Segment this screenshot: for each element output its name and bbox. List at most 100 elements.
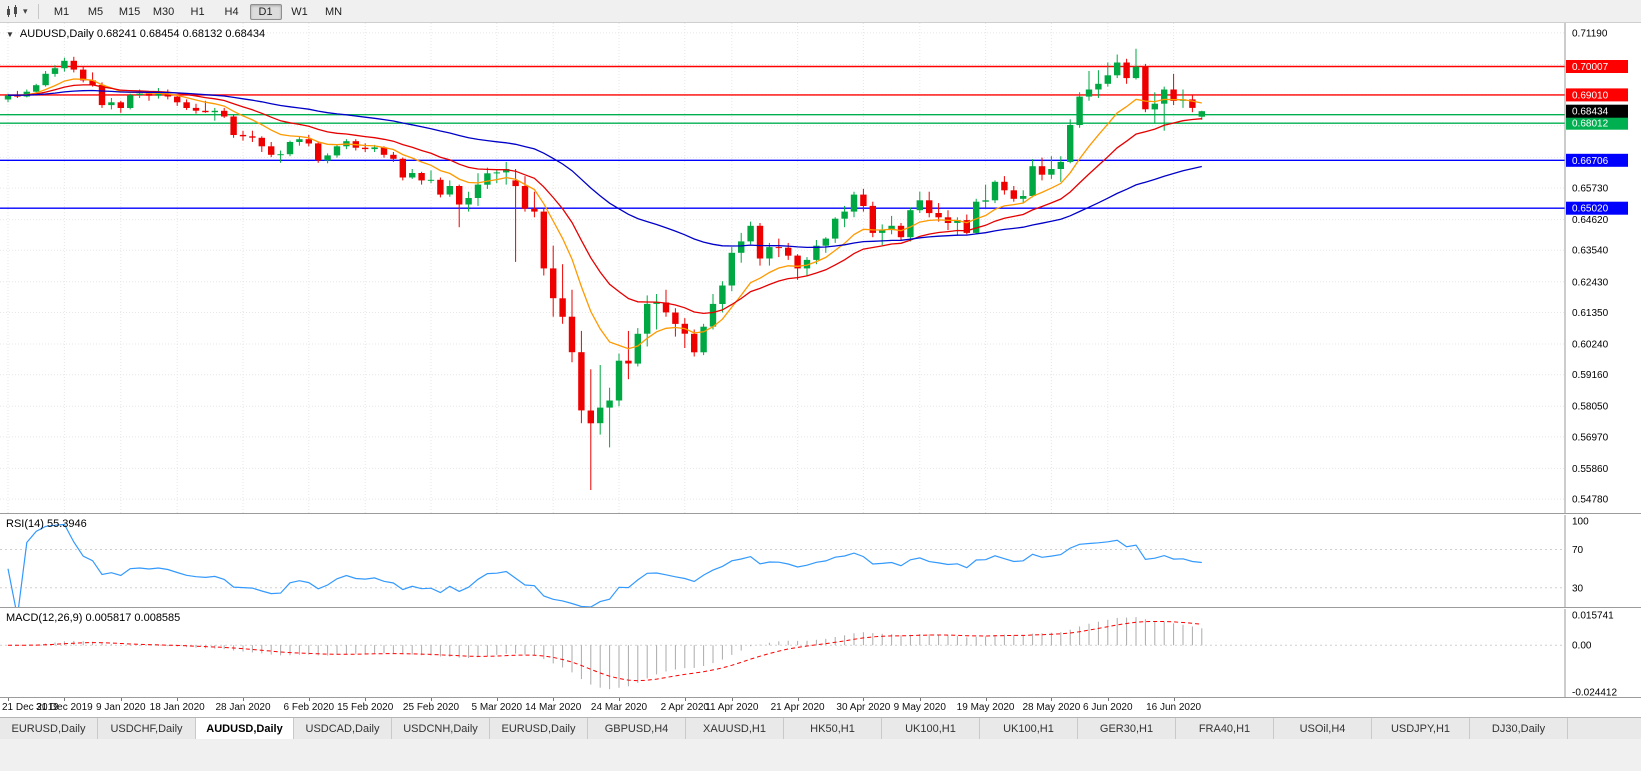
svg-text:0.61350: 0.61350 [1572,308,1609,319]
svg-text:0.62430: 0.62430 [1572,277,1609,288]
timeframe-button-M5[interactable]: M5 [87,6,104,18]
timeframe-button-H4[interactable]: H4 [224,6,239,18]
timeframe-toolbar: ▾ M1 M5 M15 M30 H1 H4 D1 W1 MN [0,0,1641,23]
toolbar-separator [37,3,39,19]
macd-canvas[interactable]: 0.015741 0.00 -0.024412 [0,609,1641,697]
date-label: 6 Jun 2020 [1083,702,1133,713]
svg-text:0.55860: 0.55860 [1572,464,1609,475]
timeframe-button-D1[interactable]: D1 [249,4,282,20]
macd-axis: 0.015741 0.00 -0.024412 [1564,609,1617,697]
date-label: 15 Feb 2020 [337,702,394,713]
date-tick [1173,698,1175,701]
date-label: 24 Mar 2020 [590,702,648,713]
date-tick [1051,698,1053,701]
svg-text:0.65730: 0.65730 [1572,184,1609,195]
chart-tab-GBPUSD-H4[interactable]: GBPUSD,H4 [588,718,686,739]
date-tick [177,698,179,701]
timeframe-button-M30[interactable]: M30 [152,6,175,18]
rsi-line [7,523,1202,607]
date-tick [797,698,799,701]
date-label: 11 Apr 2020 [705,702,759,713]
macd-signal-line [7,621,1202,682]
date-tick [619,698,620,701]
date-tick [919,698,921,701]
rsi-canvas[interactable]: 100 70 30 [0,515,1641,607]
svg-text:0.64620: 0.64620 [1572,215,1609,226]
horizontal-lines[interactable] [0,65,1565,209]
svg-text:0.63540: 0.63540 [1572,246,1609,257]
price-axis: 0.71190 0.65730 0.64620 0.63540 0.62430 0.613… [1564,23,1628,513]
chart-tab-EURUSD-Daily[interactable]: EURUSD,Daily [490,718,588,739]
rsi-panel: 100 70 30 RSI(14) 55.3946 [0,513,1641,607]
svg-text:0.60240: 0.60240 [1572,340,1609,351]
svg-text:0.59160: 0.59160 [1572,370,1609,381]
timeframe-button-H1[interactable]: H1 [190,6,205,18]
date-label: 31 Dec 2019 [36,702,93,713]
date-tick [308,698,310,701]
chart-tab-USOil-H4[interactable]: USOil,H4 [1274,718,1372,739]
svg-text:0.68012: 0.68012 [1572,119,1609,130]
chart-tab-GER30-H1[interactable]: GER30,H1 [1078,718,1176,739]
date-label: 14 Mar 2020 [525,702,582,713]
timeframe-buttons: M1 M5 M15 M30 H1 H4 D1 W1 MN [45,2,351,20]
date-label: 28 May 2020 [1022,702,1081,713]
date-label: 5 Mar 2020 [471,702,523,713]
date-label: 9 Jan 2020 [96,702,146,713]
chart-tab-UK100-H1[interactable]: UK100,H1 [882,718,980,739]
chart-tab-USDCNH-Daily[interactable]: USDCNH,Daily [392,718,490,739]
rsi-label: RSI(14) 55.3946 [6,518,87,530]
date-tick [553,698,555,701]
svg-text:70: 70 [1572,545,1584,556]
date-label: 19 May 2020 [956,702,1015,713]
svg-text:100: 100 [1572,516,1589,527]
timeframe-button-M1[interactable]: M1 [53,6,70,18]
date-label: 21 Dec 2019 [2,702,59,713]
chart-type-icon[interactable] [3,3,23,19]
chart-tab-AUDUSD-Daily[interactable]: AUDUSD,Daily [196,718,294,739]
svg-text:0.015741: 0.015741 [1572,611,1614,622]
date-label: 6 Feb 2020 [283,702,335,713]
date-label: 2 Apr 2020 [660,702,709,713]
svg-text:30: 30 [1572,583,1584,594]
date-label: 18 Jan 2020 [149,702,205,713]
chart-title-text: AUDUSD,Daily 0.68241 0.68454 0.68132 0.6… [19,28,266,40]
svg-text:0.00: 0.00 [1572,641,1592,652]
chart-tab-USDJPY-H1[interactable]: USDJPY,H1 [1372,718,1470,739]
date-axis[interactable]: 21 Dec 2019 31 Dec 2019 9 Jan 2020 18 Jan 2… [0,697,1641,717]
chart-tab-USDCAD-Daily[interactable]: USDCAD,Daily [294,718,392,739]
rsi-axis: 100 70 30 [1564,515,1589,607]
date-tick [496,698,498,701]
svg-text:0.69010: 0.69010 [1572,90,1609,101]
timeframe-button-W1[interactable]: W1 [291,6,308,18]
chart-tab-EURUSD-Daily[interactable]: EURUSD,Daily [0,718,98,739]
svg-text:0.58050: 0.58050 [1572,402,1609,413]
date-tick [431,698,432,701]
date-tick [985,698,987,701]
date-label: 25 Feb 2020 [402,702,460,713]
price-chart-canvas[interactable]: 0.71190 0.65730 0.64620 0.63540 0.62430 0.613… [0,23,1641,513]
date-tick [120,698,122,701]
grid [0,23,1565,513]
symbol-collapse-icon[interactable]: ▼ [6,29,14,39]
chart-tab-DJ30-Daily[interactable]: DJ30,Daily [1470,718,1568,739]
date-label: 9 May 2020 [893,702,946,713]
chart-tab-XAUUSD-H1[interactable]: XAUUSD,H1 [686,718,784,739]
chart-tab-USDCHF-Daily[interactable]: USDCHF,Daily [98,718,196,739]
date-tick [1107,698,1109,701]
status-strip [0,739,1641,771]
price-chart-panel: 0.71190 0.65730 0.64620 0.63540 0.62430 0.613… [0,23,1641,513]
svg-text:0.54780: 0.54780 [1572,495,1609,506]
svg-text:0.71190: 0.71190 [1572,28,1608,39]
timeframe-button-MN[interactable]: MN [324,6,343,18]
chart-type-dropdown-caret[interactable]: ▾ [23,5,28,16]
timeframe-button-M15[interactable]: M15 [118,6,141,18]
svg-text:0.70007: 0.70007 [1572,62,1609,73]
rsi-levels [0,549,1565,589]
date-tick [243,698,244,701]
date-label: 16 Jun 2020 [1146,702,1202,713]
chart-tab-HK50-H1[interactable]: HK50,H1 [784,718,882,739]
date-label: 28 Jan 2020 [215,702,271,713]
chart-tab-UK100-H1[interactable]: UK100,H1 [980,718,1078,739]
chart-tab-FRA40-H1[interactable]: FRA40,H1 [1176,718,1274,739]
